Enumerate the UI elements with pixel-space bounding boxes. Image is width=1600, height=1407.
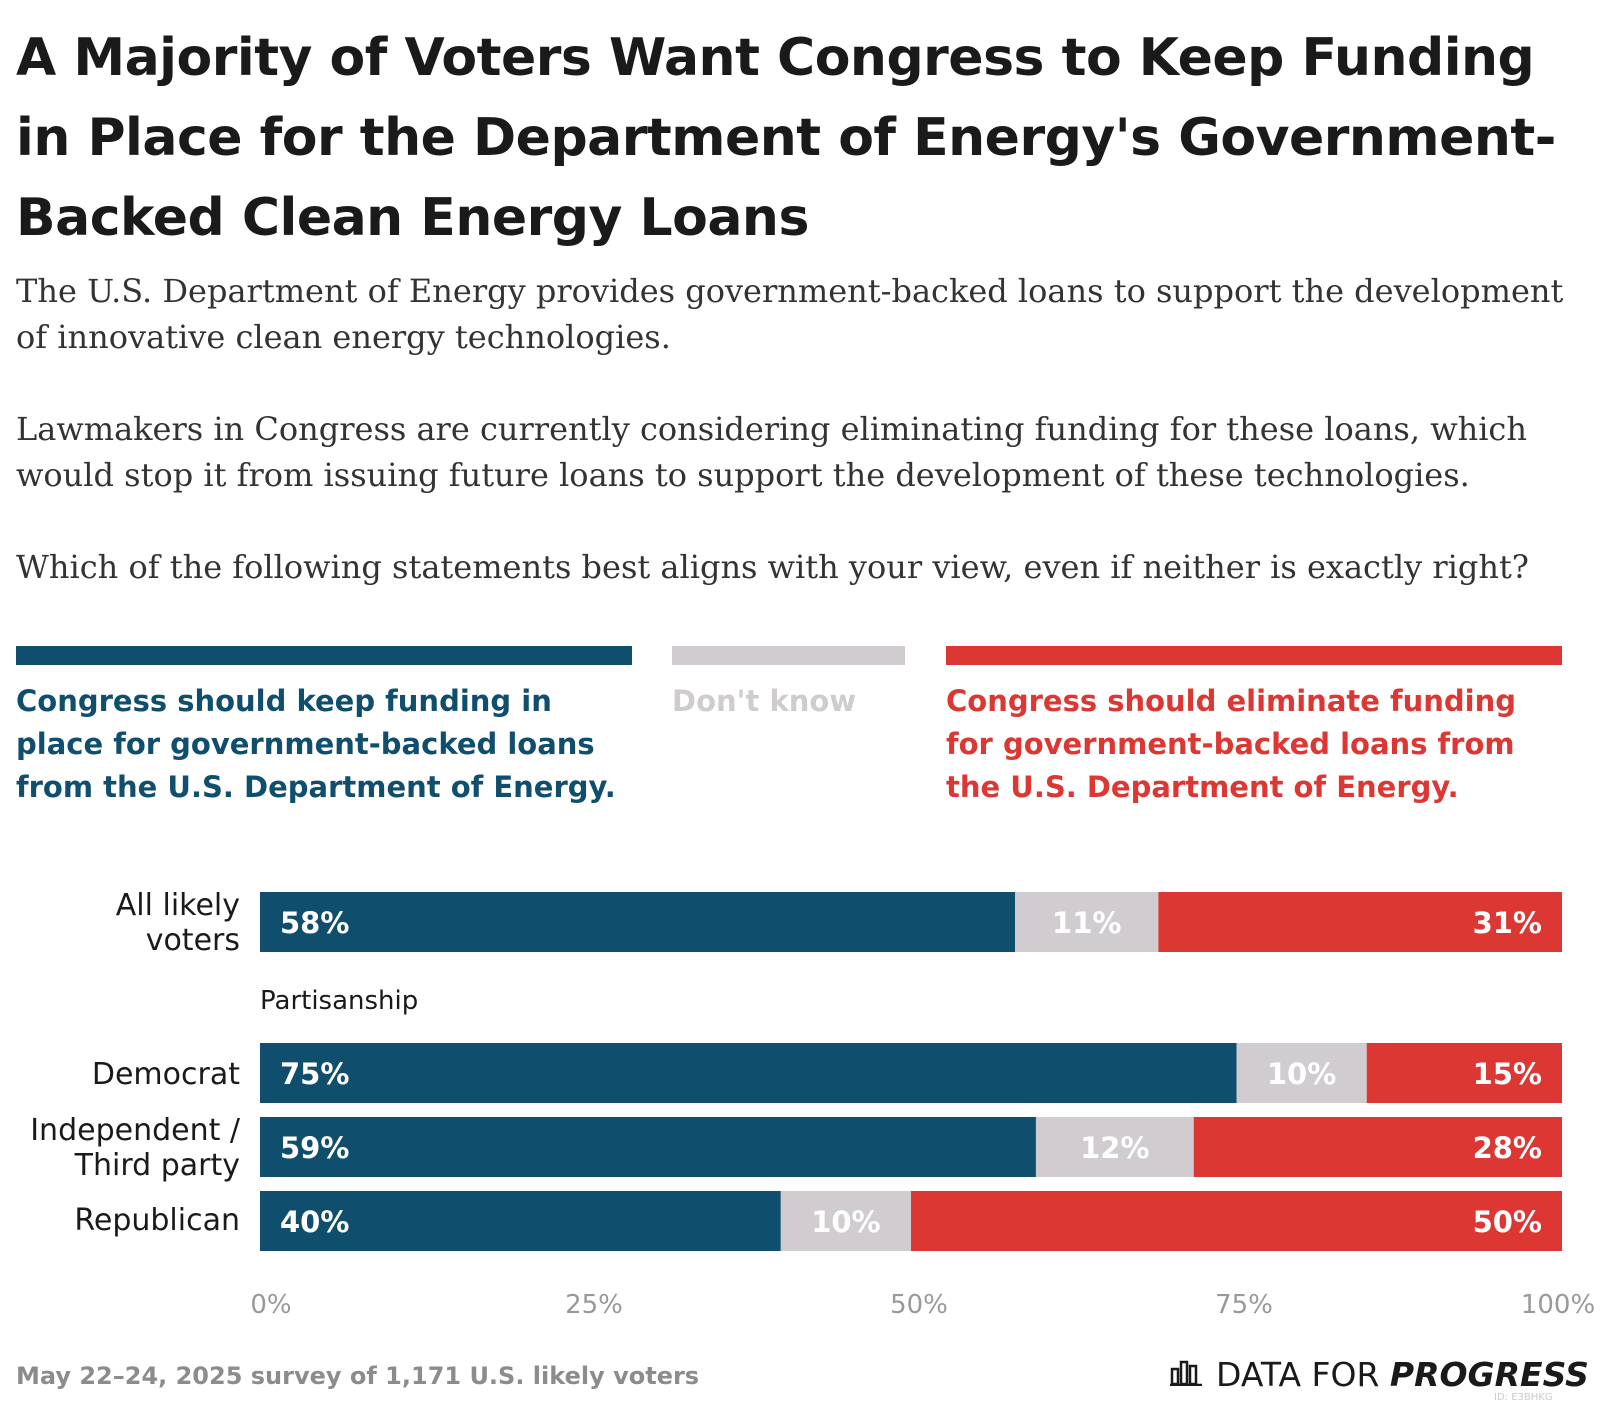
row-label-independent: Independent / Third party [30,1113,240,1183]
question-text: The U.S. Department of Energy provides g… [16,268,1576,590]
x-tick-100: 100% [1520,1290,1596,1320]
bar-independent-dontknow [1035,1117,1194,1177]
value-label-independent-dontknow: 12% [1080,1131,1149,1165]
row-label-republican: Republican [74,1203,240,1238]
value-label-republican-eliminate: 50% [1473,1205,1542,1239]
legend-item-eliminate: Congress should eliminate funding for go… [946,646,1562,809]
legend-swatch-dontknow [672,646,905,665]
bar-democrat-dontknow [1236,1043,1367,1103]
legend-swatch-keep [16,646,632,665]
chart-title: A Majority of Voters Want Congress to Ke… [16,28,1556,248]
bar-democrat-keep [260,1043,1237,1103]
intro-paragraph-2: Lawmakers in Congress are currently cons… [16,410,1527,494]
value-label-democrat-eliminate: 15% [1473,1057,1542,1091]
value-label-republican-keep: 40% [280,1205,349,1239]
chart-id: ID: E3BHKG [1494,1392,1553,1403]
x-tick-50: 50% [890,1290,948,1320]
brand-name: DATA FOR PROGRESS [1216,1355,1589,1394]
legend-label-keep: Congress should keep funding in place fo… [16,684,616,804]
bar-independent-eliminate [1193,1117,1562,1177]
legend-item-dontknow: Don't know [672,646,905,723]
value-label-democrat-keep: 75% [280,1057,349,1091]
value-label-democrat-dontknow: 10% [1267,1057,1336,1091]
legend-item-keep: Congress should keep funding in place fo… [16,646,632,809]
bar-independent-keep [260,1117,1036,1177]
survey-footnote: May 22–24, 2025 survey of 1,171 U.S. lik… [16,1362,700,1390]
x-tick-25: 25% [565,1290,623,1320]
intro-paragraph-3: Which of the following statements best a… [16,548,1529,586]
bar-republican-keep [260,1191,781,1251]
value-label-all-likely-voters-dontknow: 11% [1052,906,1121,940]
bar-republican-dontknow [780,1191,911,1251]
bar-all-likely-voters-eliminate [1158,892,1562,952]
bar-all-likely-voters-dontknow [1015,892,1159,952]
x-tick-0: 0% [250,1290,292,1320]
row-label-all-likely-voters: All likely voters [115,888,240,958]
x-tick-75: 75% [1215,1290,1273,1320]
value-label-independent-eliminate: 28% [1473,1131,1542,1165]
value-label-independent-keep: 59% [280,1131,349,1165]
legend-label-dontknow: Don't know [672,684,857,718]
intro-paragraph-1: The U.S. Department of Energy provides g… [16,272,1564,356]
bar-democrat-eliminate [1366,1043,1562,1103]
bar-republican-eliminate [911,1191,1562,1251]
value-label-all-likely-voters-eliminate: 31% [1473,906,1542,940]
legend-label-eliminate: Congress should eliminate funding for go… [946,684,1517,804]
legend-swatch-eliminate [946,646,1562,665]
bar-chart-icon [1170,1355,1204,1394]
value-label-all-likely-voters-keep: 58% [280,906,349,940]
group-label-partisanship: Partisanship [260,986,419,1016]
bar-all-likely-voters-keep [260,892,1016,952]
value-label-republican-dontknow: 10% [811,1205,880,1239]
row-label-democrat: Democrat [91,1057,240,1092]
brand-logo: DATA FOR PROGRESS [1170,1355,1589,1394]
